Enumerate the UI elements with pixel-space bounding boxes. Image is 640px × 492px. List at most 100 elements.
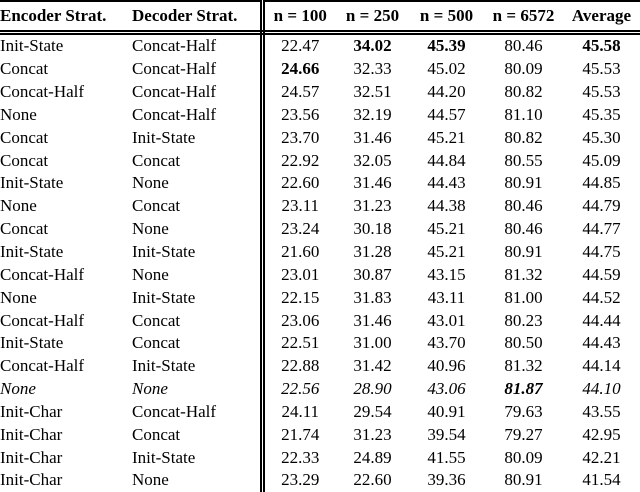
decoder-strategy-cell: Concat: [132, 331, 265, 355]
decoder-strategy-cell: Concat-Half: [132, 32, 265, 58]
score-cell: 21.74: [281, 424, 320, 444]
score-cell: 45.35: [582, 104, 621, 124]
score-cell: 22.51: [281, 333, 320, 353]
score-cell: 31.46: [353, 173, 392, 193]
score-cell: 31.46: [353, 127, 392, 147]
decoder-strategy-cell: None: [132, 263, 265, 287]
score-cell: 39.36: [427, 470, 466, 490]
encoder-strategy-cell: None: [0, 287, 37, 307]
table-row: Init-Char Concat 21.74 31.23 39.54 79.27 42.95: [0, 423, 640, 447]
score-cell: 80.46: [504, 36, 543, 56]
score-cell: 45.21: [427, 127, 466, 147]
score-cell: 34.02: [353, 36, 392, 56]
score-cell: 44.10: [582, 379, 621, 399]
col-header-encoder-strat: Encoder Strat.: [0, 1, 132, 35]
score-cell: 45.53: [582, 82, 621, 102]
score-cell: 22.60: [353, 470, 392, 490]
score-cell: 43.15: [427, 264, 466, 284]
decoder-strategy-cell: None: [132, 217, 265, 241]
score-cell: 45.53: [582, 59, 621, 79]
table-row: Init-State Concat 22.51 31.00 43.70 80.50 44.4…: [0, 331, 640, 355]
table-row: Init-Char Init-State 22.33 24.89 41.55 80.09 4…: [0, 446, 640, 470]
score-cell: 23.01: [281, 264, 320, 284]
col-header-n-6572: n = 6572: [484, 1, 563, 35]
score-cell: 21.60: [281, 242, 320, 262]
score-cell: 44.75: [582, 242, 621, 262]
table-row: Concat Concat-Half 24.66 32.33 45.02 80.09 45.…: [0, 57, 640, 81]
score-cell: 44.20: [427, 82, 466, 102]
encoder-strategy-cell: Concat-Half: [0, 264, 85, 284]
score-cell: 81.10: [504, 104, 543, 124]
score-cell: 80.50: [504, 333, 543, 353]
score-cell: 80.09: [504, 59, 543, 79]
table-row: Concat-Half Concat 23.06 31.46 43.01 80.23 44.…: [0, 309, 640, 332]
score-cell: 30.18: [353, 219, 392, 239]
decoder-strategy-cell: Init-State: [132, 354, 265, 378]
score-cell: 32.51: [353, 82, 392, 102]
score-cell: 22.33: [281, 447, 320, 467]
score-cell: 31.83: [353, 287, 392, 307]
col-header-n-500: n = 500: [409, 1, 484, 35]
decoder-strategy-cell: Concat-Half: [132, 80, 265, 104]
score-cell: 23.29: [281, 470, 320, 490]
decoder-strategy-cell: Init-State: [132, 240, 265, 264]
table-row: Concat-Half Init-State 22.88 31.42 40.96 81.3…: [0, 354, 640, 378]
score-cell: 45.09: [582, 150, 621, 170]
score-cell: 81.87: [504, 379, 543, 399]
score-cell: 23.06: [281, 310, 320, 330]
score-cell: 32.33: [353, 59, 392, 79]
table-row: Concat Init-State 23.70 31.46 45.21 80.82 45.3…: [0, 126, 640, 150]
table-row: Concat-Half None 23.01 30.87 43.15 81.32 44.59: [0, 263, 640, 287]
table-row: None Concat 23.11 31.23 44.38 80.46 44.79: [0, 194, 640, 218]
score-cell: 45.30: [582, 127, 621, 147]
table-row: None Concat-Half 23.56 32.19 44.57 81.10 45.35: [0, 103, 640, 127]
score-cell: 81.32: [504, 356, 543, 376]
score-cell: 79.63: [504, 401, 543, 421]
table-row: Init-State Init-State 21.60 31.28 45.21 80.91…: [0, 240, 640, 264]
score-cell: 41.54: [582, 470, 621, 490]
score-cell: 32.19: [353, 104, 392, 124]
encoder-strategy-cell: Concat-Half: [0, 310, 85, 330]
score-cell: 44.84: [427, 150, 466, 170]
encoder-strategy-cell: Init-Char: [0, 470, 63, 490]
score-cell: 80.91: [504, 470, 543, 490]
table-body: Init-State Concat-Half 22.47 34.02 45.39 80.4…: [0, 32, 640, 492]
score-cell: 22.88: [281, 356, 320, 376]
score-cell: 44.85: [582, 173, 621, 193]
score-cell: 44.14: [582, 356, 621, 376]
encoder-strategy-cell: Init-State: [0, 36, 64, 56]
encoder-strategy-cell: None: [0, 196, 37, 216]
score-cell: 80.46: [504, 196, 543, 216]
table-row: Init-Char Concat-Half 24.11 29.54 40.91 79.63…: [0, 400, 640, 424]
decoder-strategy-cell: None: [132, 377, 265, 401]
score-cell: 44.43: [427, 173, 466, 193]
encoder-strategy-cell: Concat: [0, 150, 49, 170]
decoder-strategy-cell: None: [132, 469, 265, 492]
table-row: None None 22.56 28.90 43.06 81.87 44.10: [0, 377, 640, 401]
decoder-strategy-cell: Concat-Half: [132, 103, 265, 127]
score-cell: 43.11: [427, 287, 466, 307]
header-row: Encoder Strat. Decoder Strat. n = 100 n …: [0, 1, 640, 35]
col-header-n-250: n = 250: [336, 1, 409, 35]
decoder-strategy-cell: Concat-Half: [132, 57, 265, 81]
decoder-strategy-cell: Init-State: [132, 446, 265, 470]
score-cell: 31.28: [353, 242, 392, 262]
decoder-strategy-cell: Concat: [132, 309, 265, 332]
score-cell: 24.66: [281, 59, 320, 79]
score-cell: 31.23: [353, 424, 392, 444]
decoder-strategy-cell: Concat: [132, 149, 265, 173]
score-cell: 31.46: [353, 310, 392, 330]
score-cell: 45.21: [427, 242, 466, 262]
score-cell: 31.00: [353, 333, 392, 353]
score-cell: 45.58: [582, 36, 621, 56]
score-cell: 79.27: [504, 424, 543, 444]
score-cell: 40.96: [427, 356, 466, 376]
score-cell: 45.21: [427, 219, 466, 239]
score-cell: 44.43: [582, 333, 621, 353]
score-cell: 80.91: [504, 242, 543, 262]
encoder-strategy-cell: Init-State: [0, 333, 64, 353]
score-cell: 39.54: [427, 424, 466, 444]
encoder-strategy-cell: Concat: [0, 219, 49, 239]
score-cell: 22.15: [281, 287, 320, 307]
